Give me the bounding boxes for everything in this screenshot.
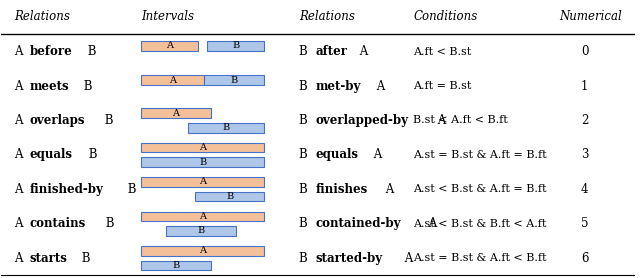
Text: A: A	[373, 80, 385, 93]
Text: A: A	[169, 76, 176, 85]
Text: 5: 5	[581, 217, 588, 230]
Text: A: A	[14, 80, 26, 93]
Text: A: A	[424, 217, 437, 230]
Text: equals: equals	[29, 148, 73, 161]
Text: 0: 0	[581, 45, 588, 58]
Text: B: B	[199, 158, 206, 167]
FancyBboxPatch shape	[141, 108, 211, 118]
Text: B: B	[232, 41, 239, 50]
Text: finishes: finishes	[316, 183, 367, 196]
Text: finished-by: finished-by	[29, 183, 104, 196]
Text: contained-by: contained-by	[316, 217, 401, 230]
Text: Intervals: Intervals	[141, 10, 194, 23]
Text: B.st < A.ft < B.ft: B.st < A.ft < B.ft	[413, 115, 508, 125]
Text: A.st < B.st & A.ft = B.ft: A.st < B.st & A.ft = B.ft	[413, 184, 547, 194]
Text: B: B	[81, 80, 93, 93]
Text: Relations: Relations	[14, 10, 70, 23]
Text: A.st = B.st & A.ft < B.ft: A.st = B.st & A.ft < B.ft	[413, 253, 547, 263]
Text: A: A	[199, 246, 206, 255]
Text: A: A	[382, 183, 394, 196]
FancyBboxPatch shape	[207, 41, 264, 51]
Text: equals: equals	[316, 148, 358, 161]
FancyBboxPatch shape	[141, 177, 264, 187]
FancyBboxPatch shape	[141, 157, 264, 167]
Text: B: B	[300, 45, 312, 58]
Text: met-by: met-by	[316, 80, 361, 93]
Text: A: A	[14, 183, 26, 196]
FancyBboxPatch shape	[195, 192, 264, 201]
FancyBboxPatch shape	[141, 143, 264, 152]
Text: Relations: Relations	[300, 10, 355, 23]
Text: B: B	[198, 226, 205, 235]
FancyBboxPatch shape	[141, 41, 198, 51]
Text: B: B	[300, 114, 312, 127]
Text: 3: 3	[581, 148, 588, 161]
Text: A: A	[14, 148, 26, 161]
FancyBboxPatch shape	[141, 260, 211, 270]
Text: A.st < B.st & B.ft < A.ft: A.st < B.st & B.ft < A.ft	[413, 219, 547, 229]
Text: 6: 6	[581, 252, 588, 265]
Text: A: A	[401, 252, 413, 265]
Text: A: A	[371, 148, 383, 161]
FancyBboxPatch shape	[188, 123, 264, 133]
Text: overlapped-by: overlapped-by	[316, 114, 408, 127]
Text: A: A	[199, 212, 206, 221]
Text: A.ft < B.st: A.ft < B.st	[413, 47, 472, 57]
FancyBboxPatch shape	[141, 212, 264, 221]
Text: overlaps: overlaps	[29, 114, 85, 127]
Text: B: B	[300, 183, 312, 196]
Text: A: A	[356, 45, 369, 58]
Text: B: B	[124, 183, 137, 196]
Text: B: B	[84, 148, 97, 161]
Text: A: A	[14, 252, 26, 265]
Text: B: B	[100, 114, 113, 127]
Text: B: B	[300, 217, 312, 230]
Text: 2: 2	[581, 114, 588, 127]
Text: started-by: started-by	[316, 252, 383, 265]
Text: B: B	[300, 80, 312, 93]
Text: A: A	[166, 41, 173, 50]
FancyBboxPatch shape	[141, 75, 204, 85]
Text: A: A	[14, 217, 26, 230]
Text: 1: 1	[581, 80, 588, 93]
Text: B: B	[172, 261, 179, 270]
Text: A: A	[14, 45, 26, 58]
Text: A: A	[172, 109, 179, 118]
Text: B: B	[231, 76, 238, 85]
Text: B: B	[78, 252, 91, 265]
Text: contains: contains	[29, 217, 86, 230]
Text: B: B	[226, 192, 233, 201]
Text: A: A	[434, 114, 447, 127]
Text: Numerical: Numerical	[559, 10, 622, 23]
Text: B: B	[84, 45, 97, 58]
Text: meets: meets	[29, 80, 69, 93]
Text: before: before	[29, 45, 72, 58]
Text: A: A	[14, 114, 26, 127]
Text: A.ft = B.st: A.ft = B.st	[413, 81, 472, 91]
Text: after: after	[316, 45, 348, 58]
FancyBboxPatch shape	[204, 75, 264, 85]
FancyBboxPatch shape	[141, 246, 264, 255]
Text: B: B	[300, 148, 312, 161]
Text: B: B	[223, 123, 230, 132]
Text: starts: starts	[29, 252, 68, 265]
Text: A.st = B.st & A.ft = B.ft: A.st = B.st & A.ft = B.ft	[413, 150, 547, 160]
Text: 4: 4	[581, 183, 588, 196]
FancyBboxPatch shape	[166, 226, 236, 236]
Text: Conditions: Conditions	[413, 10, 477, 23]
Text: A: A	[199, 177, 206, 187]
Text: A: A	[199, 143, 206, 152]
Text: B: B	[300, 252, 312, 265]
Text: B: B	[102, 217, 114, 230]
